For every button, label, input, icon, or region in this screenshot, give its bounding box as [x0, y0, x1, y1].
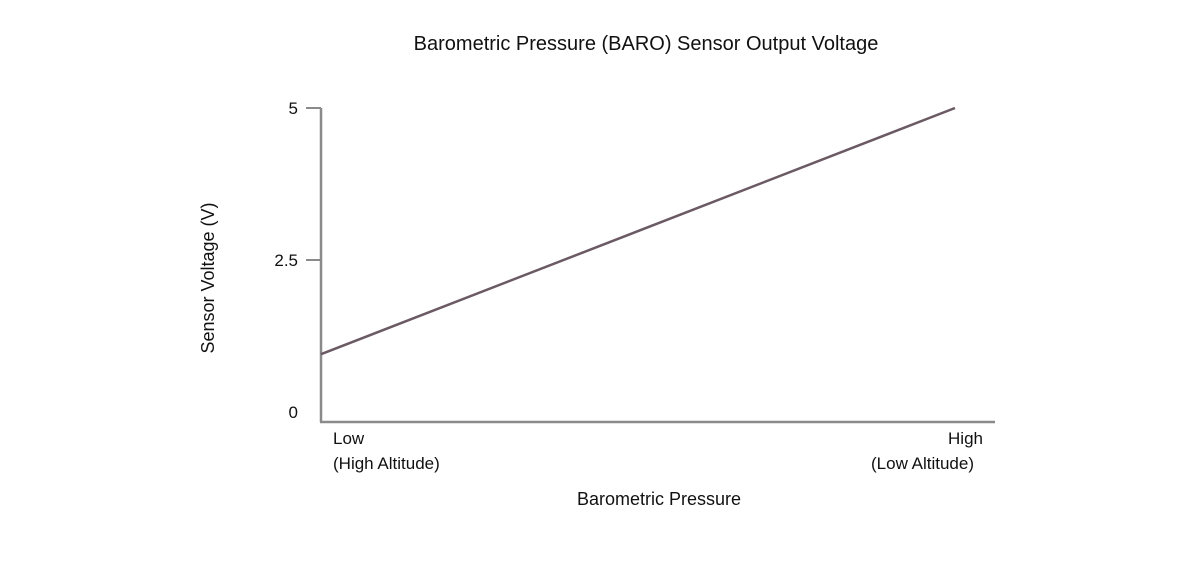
x-tick-label-line: (High Altitude)	[333, 454, 440, 473]
chart-title: Barometric Pressure (BARO) Sensor Output…	[414, 33, 879, 55]
x-tick-label-line: (Low Altitude)	[871, 454, 974, 473]
x-tick-label-line: High	[948, 429, 983, 448]
y-tick-label: 2.5	[274, 251, 298, 270]
x-tick-label: Low (High Altitude)	[333, 429, 440, 473]
x-axis-title: Barometric Pressure	[577, 489, 741, 509]
x-tick-label-line: Low	[333, 429, 365, 448]
y-axis-title: Sensor Voltage (V)	[198, 202, 218, 353]
x-tick-label: High (Low Altitude)	[871, 429, 983, 473]
y-tick-label: 5	[289, 99, 298, 118]
series-line	[320, 106, 956, 356]
y-tick-label: 0	[289, 403, 298, 422]
